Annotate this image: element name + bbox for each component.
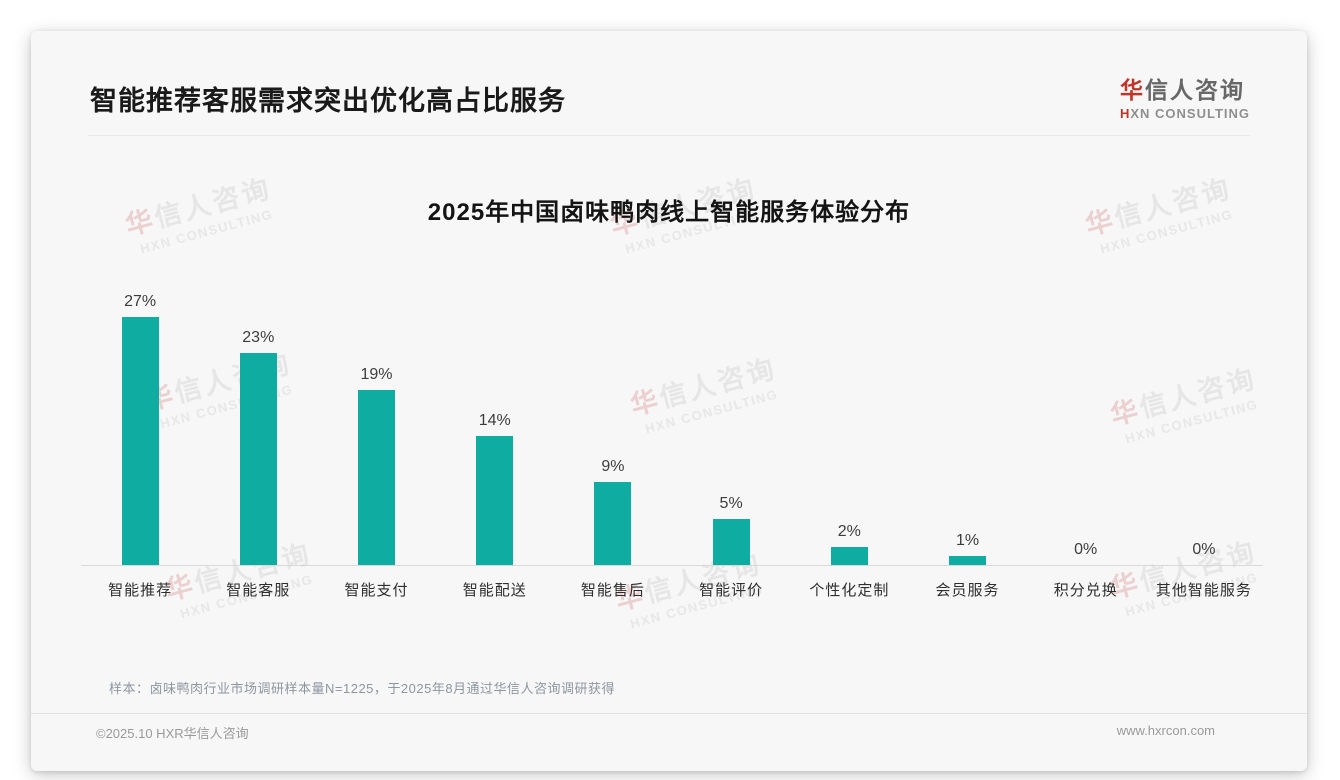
bar-column: 5%: [672, 495, 790, 565]
category-label: 积分兑换: [1053, 582, 1118, 599]
bar-value-label: 2%: [837, 523, 861, 540]
website-text: www.hxrcon.com: [1116, 723, 1215, 738]
chart-title: 2025年中国卤味鸭肉线上智能服务体验分布: [427, 199, 911, 226]
logo-en-text: HXN CONSULTING: [1120, 106, 1250, 121]
bar: [239, 353, 277, 565]
bar-column: 14%: [436, 412, 554, 565]
bar: [949, 556, 987, 565]
copyright-text: ©2025.10 HXR华信人咨询: [96, 726, 249, 741]
logo-cn-text: 华信人咨询: [1120, 71, 1250, 105]
bar-value-label: 0%: [1074, 541, 1098, 558]
logo-en-rest: XN CONSULTING: [1130, 106, 1250, 121]
bar-value-label: 23%: [242, 329, 275, 346]
bar-chart: 27% 23% 19% 14% 9% 5% 2% 1% 0% 0% 智能推荐 智能客服 智能支付 智能配…: [81, 293, 1263, 600]
category-label: 智能推荐: [108, 582, 173, 599]
report-card: 华信人咨询 HXN CONSULTING 华信人咨询 HXN CONSULTING 华信…: [31, 31, 1307, 771]
category-label: 智能配送: [462, 582, 527, 599]
bar: [358, 390, 395, 565]
bar: [594, 482, 632, 565]
bar-column: 23%: [199, 329, 317, 565]
company-logo: 华信人咨询 HXN CONSULTING: [1120, 71, 1250, 121]
sample-note: 样本：卤味鸭肉行业市场调研样本量N=1225，于2025年8月通过华信人咨询调研…: [109, 681, 616, 696]
category-label: 智能客服: [226, 582, 291, 599]
bar-column: 19%: [317, 366, 435, 565]
bar-column: 0%: [1027, 541, 1145, 565]
bar-value-label: 27%: [124, 293, 157, 310]
x-axis-labels: 智能推荐 智能客服 智能支付 智能配送 智能售后 智能评价 个性化定制 会员服务 积分兑换 其他智…: [81, 566, 1263, 600]
bar: [830, 547, 868, 565]
category-label: 其他智能服务: [1155, 582, 1252, 599]
logo-cn-first-char: 华: [1119, 77, 1145, 103]
category-label: 智能评价: [699, 582, 764, 599]
page-title: 智能推荐客服需求突出优化高占比服务: [90, 86, 566, 116]
card-footer: ©2025.10 HXR华信人咨询 www.hxrcon.com: [31, 713, 1307, 771]
category-label: 会员服务: [935, 582, 1000, 599]
logo-en-first-char: H: [1119, 106, 1131, 121]
category-label: 智能支付: [344, 582, 409, 599]
bar-value-label: 19%: [360, 366, 393, 383]
header-divider: [88, 135, 1250, 136]
bar-value-label: 1%: [955, 532, 980, 549]
bar-column: 0%: [1145, 541, 1263, 565]
bar-column: 9%: [554, 458, 672, 565]
bar: [476, 436, 514, 565]
bar-column: 2%: [790, 523, 908, 565]
bar-value-label: 14%: [478, 412, 511, 429]
bar-value-label: 9%: [601, 458, 625, 475]
plot: 27% 23% 19% 14% 9% 5% 2% 1% 0% 0%: [81, 293, 1263, 566]
bar-value-label: 0%: [1192, 541, 1216, 558]
header: 智能推荐客服需求突出优化高占比服务 华信人咨询 HXN CONSULTING: [31, 31, 1307, 121]
bar-column: 1%: [908, 532, 1026, 565]
bar-column: 27%: [81, 293, 199, 565]
category-label: 个性化定制: [809, 582, 890, 599]
bar: [121, 317, 159, 565]
category-label: 智能售后: [580, 582, 645, 599]
logo-cn-rest: 信人咨询: [1144, 77, 1245, 103]
bar-value-label: 5%: [719, 495, 743, 512]
bar: [712, 519, 750, 565]
